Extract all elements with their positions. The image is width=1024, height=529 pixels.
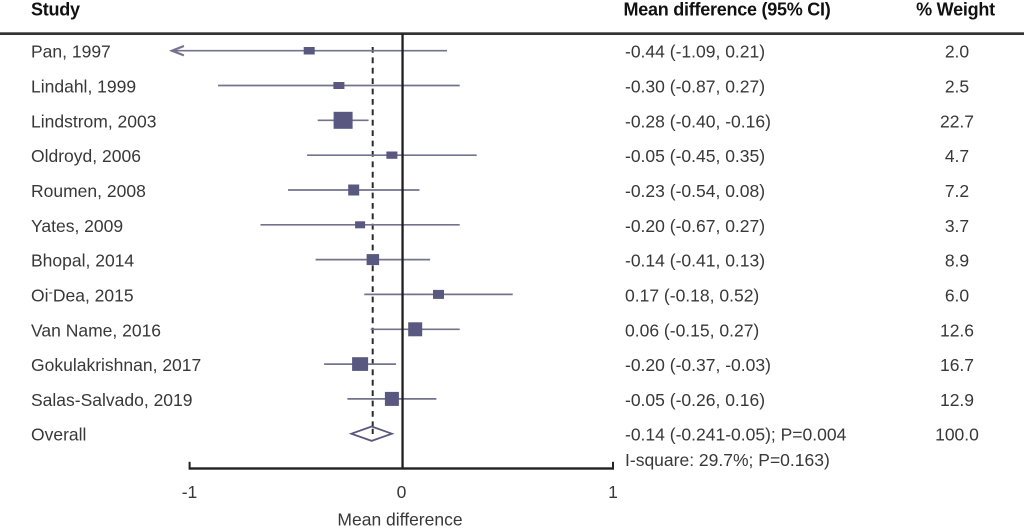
svg-text:-0.05 (-0.45, 0.35): -0.05 (-0.45, 0.35): [625, 146, 765, 166]
svg-text:Study: Study: [31, 0, 80, 19]
svg-text:2.0: 2.0: [945, 42, 970, 62]
svg-text:-1: -1: [182, 482, 198, 502]
svg-text:-0.20 (-0.67, 0.27): -0.20 (-0.67, 0.27): [625, 216, 765, 236]
svg-text:22.7: 22.7: [940, 111, 974, 131]
svg-text:3.7: 3.7: [945, 216, 969, 236]
svg-text:-0.14 (-0.241-0.05); P=0.004: -0.14 (-0.241-0.05); P=0.004: [625, 425, 847, 445]
svg-text:12.9: 12.9: [940, 390, 974, 410]
svg-text:Lindahl, 1999: Lindahl, 1999: [31, 77, 136, 97]
svg-text:Mean difference: Mean difference: [337, 510, 462, 529]
svg-text:-0.20 (-0.37, -0.03): -0.20 (-0.37, -0.03): [625, 355, 771, 375]
svg-text:Pan, 1997: Pan, 1997: [31, 42, 111, 62]
svg-text:7.2: 7.2: [945, 181, 969, 201]
svg-text:0.06 (-0.15, 0.27): 0.06 (-0.15, 0.27): [625, 320, 759, 340]
svg-text:0: 0: [397, 482, 407, 502]
svg-text:12.6: 12.6: [940, 320, 974, 340]
svg-text:-0.14 (-0.41, 0.13): -0.14 (-0.41, 0.13): [625, 251, 765, 271]
svg-text:Oldroyd, 2006: Oldroyd, 2006: [31, 146, 141, 166]
svg-text:Gokulakrishnan, 2017: Gokulakrishnan, 2017: [31, 355, 201, 375]
svg-text:-0.05 (-0.26, 0.16): -0.05 (-0.26, 0.16): [625, 390, 765, 410]
svg-text:Roumen, 2008: Roumen, 2008: [31, 181, 146, 201]
svg-text:16.7: 16.7: [940, 355, 974, 375]
svg-text:-0.30 (-0.87, 0.27): -0.30 (-0.87, 0.27): [625, 77, 765, 97]
svg-text:Oi-Dea, 2015: Oi-Dea, 2015: [31, 285, 134, 306]
svg-text:4.7: 4.7: [945, 146, 969, 166]
svg-text:Lindstrom, 2003: Lindstrom, 2003: [31, 111, 157, 131]
svg-text:-0.28 (-0.40, -0.16): -0.28 (-0.40, -0.16): [625, 111, 771, 131]
svg-text:% Weight: % Weight: [916, 0, 995, 19]
svg-text:0.17 (-0.18, 0.52): 0.17 (-0.18, 0.52): [625, 285, 759, 305]
svg-text:Overall: Overall: [31, 425, 86, 445]
svg-text:100.0: 100.0: [935, 425, 979, 445]
svg-text:2.5: 2.5: [945, 77, 969, 97]
svg-text:Van Name, 2016: Van Name, 2016: [31, 320, 161, 340]
svg-text:6.0: 6.0: [945, 285, 970, 305]
svg-text:1: 1: [608, 482, 618, 502]
svg-text:8.9: 8.9: [945, 251, 969, 271]
svg-text:Mean difference (95% CI): Mean difference (95% CI): [624, 0, 831, 19]
svg-text:I-square: 29.7%; P=0.163): I-square: 29.7%; P=0.163): [625, 450, 830, 470]
svg-text:-0.23 (-0.54, 0.08): -0.23 (-0.54, 0.08): [625, 181, 765, 201]
svg-text:Yates, 2009: Yates, 2009: [31, 216, 123, 236]
svg-text:Salas-Salvado, 2019: Salas-Salvado, 2019: [31, 390, 193, 410]
svg-text:-0.44 (-1.09, 0.21): -0.44 (-1.09, 0.21): [625, 42, 765, 62]
svg-text:Bhopal, 2014: Bhopal, 2014: [31, 251, 134, 271]
